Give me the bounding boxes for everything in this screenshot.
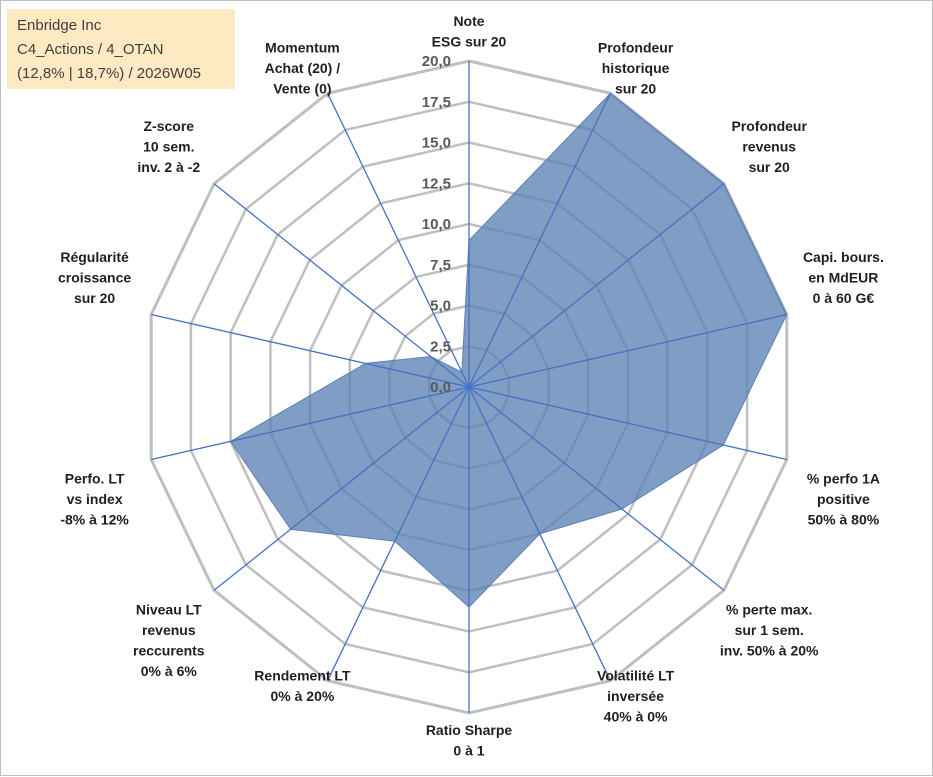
- axis-label: Régularité croissance sur 20: [58, 249, 131, 306]
- tick-label: 5,0: [430, 298, 451, 315]
- axis-spoke: [468, 386, 611, 681]
- tick-label: 20,0: [422, 53, 451, 70]
- axis-spoke: [468, 183, 725, 388]
- tick-label: 17,5: [422, 94, 451, 111]
- axis-label: Rendement LT 0% à 20%: [254, 668, 351, 705]
- axis-spoke: [151, 313, 470, 388]
- tick-label: 2,5: [430, 338, 451, 355]
- stats-label: (12,8% | 18,7%) / 2026W05: [17, 65, 201, 82]
- axis-label: Niveau LT revenus reccurents 0% à 6%: [133, 601, 205, 679]
- axis-spoke: [213, 386, 470, 591]
- axis-spoke: [468, 386, 787, 461]
- axis-spoke: [468, 313, 787, 388]
- axis-spoke: [468, 386, 725, 591]
- tick-label: 10,0: [422, 216, 451, 233]
- tick-label: 12,5: [422, 175, 451, 192]
- axis-spoke: [213, 183, 470, 388]
- axis-spoke: [327, 93, 470, 388]
- info-box: Enbridge Inc C4_Actions / 4_OTAN (12,8% …: [7, 9, 235, 89]
- company-name: Enbridge Inc: [17, 17, 102, 34]
- axis-label: Volatilité LT inversée 40% à 0%: [597, 668, 675, 725]
- category-label: C4_Actions / 4_OTAN: [17, 41, 164, 58]
- axis-label: Profondeur revenus sur 20: [731, 118, 807, 175]
- axis-label: % perte max. sur 1 sem. inv. 50% à 20%: [720, 601, 819, 658]
- axis-label: % perfo 1A positive 50% à 80%: [807, 471, 880, 528]
- axis-spoke: [327, 386, 470, 681]
- axis-label: Ratio Sharpe 0 à 1: [426, 722, 513, 759]
- axis-label: Profondeur historique sur 20: [598, 40, 674, 97]
- axis-label: Note ESG sur 20: [432, 13, 507, 50]
- axis-spoke: [468, 93, 611, 388]
- axis-label: Momentum Achat (20) / Vente (0): [265, 40, 341, 97]
- axis-spoke: [151, 386, 470, 461]
- tick-label: 15,0: [422, 135, 451, 152]
- tick-label: 7,5: [430, 257, 451, 274]
- axis-label: Perfo. LT vs index -8% à 12%: [60, 471, 129, 528]
- tick-label: 0,0: [430, 379, 451, 396]
- axis-label: Z-score 10 sem. inv. 2 à -2: [137, 118, 200, 175]
- axis-label: Capi. bours. en MdEUR 0 à 60 G€: [803, 249, 884, 306]
- series-area: [229, 92, 788, 608]
